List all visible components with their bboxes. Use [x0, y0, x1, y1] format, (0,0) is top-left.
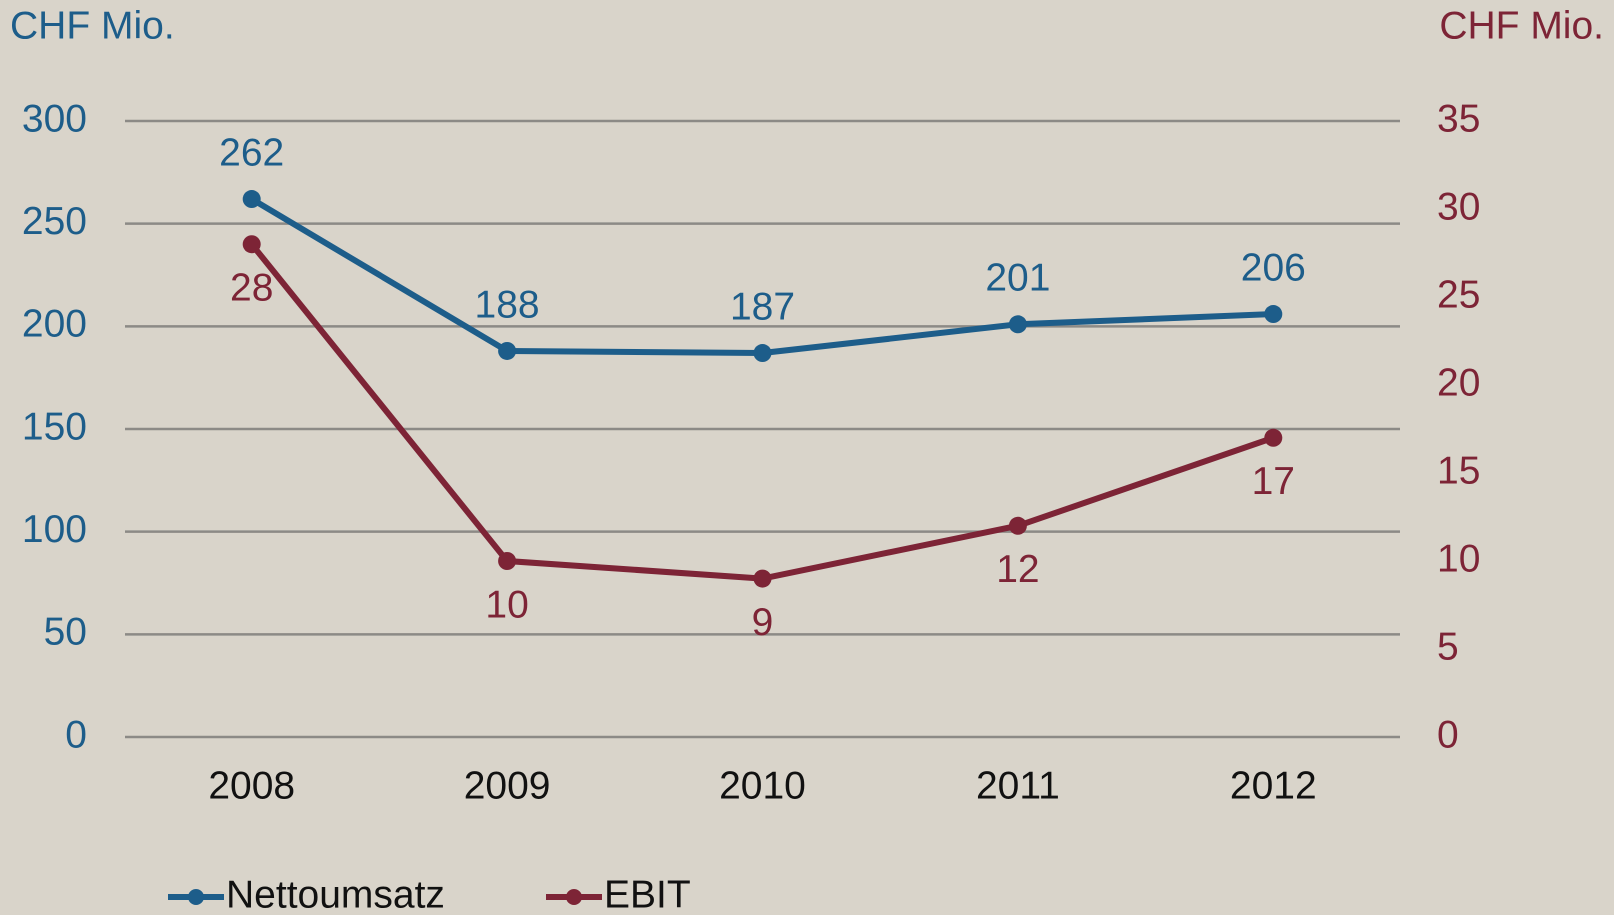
data-point — [1008, 516, 1027, 535]
y2-tick-label: 10 — [1437, 537, 1480, 580]
y2-tick-label: 35 — [1437, 97, 1480, 140]
y2-tick-label: 30 — [1437, 185, 1480, 228]
x-tick-label: 2009 — [464, 764, 551, 807]
data-label: 188 — [475, 283, 540, 326]
data-point — [1264, 428, 1283, 447]
legend-marker — [188, 889, 204, 905]
y-tick-label: 200 — [22, 303, 87, 346]
legend-label: Nettoumsatz — [226, 873, 445, 915]
data-point — [1264, 305, 1283, 324]
y2-tick-label: 25 — [1437, 273, 1480, 316]
y2-tick-label: 0 — [1437, 713, 1459, 756]
x-tick-label: 2011 — [976, 764, 1060, 807]
data-point — [242, 235, 261, 254]
data-point — [498, 552, 517, 570]
y2-tick-label: 20 — [1437, 361, 1480, 404]
y-tick-label: 50 — [44, 611, 87, 654]
data-label: 262 — [219, 131, 284, 174]
data-label: 206 — [1241, 246, 1306, 289]
legend-label: EBIT — [604, 873, 691, 915]
data-point — [242, 190, 261, 209]
x-tick-label: 2010 — [719, 764, 806, 807]
y-axis-label: CHF Mio. — [10, 4, 175, 47]
y-tick-label: 300 — [22, 97, 87, 140]
data-point — [1008, 315, 1027, 334]
data-label: 201 — [985, 257, 1050, 300]
data-label: 187 — [730, 285, 795, 328]
y2-axis-label: CHF Mio. — [1439, 4, 1604, 47]
data-label: 10 — [485, 583, 528, 626]
data-label: 28 — [230, 266, 273, 309]
data-label: 12 — [996, 548, 1039, 591]
data-label: 9 — [752, 601, 774, 644]
x-tick-label: 2008 — [208, 764, 295, 807]
data-label: 17 — [1252, 460, 1295, 503]
data-point — [753, 569, 772, 588]
y2-tick-label: 5 — [1437, 625, 1459, 668]
y-tick-label: 100 — [22, 508, 87, 551]
y-tick-label: 150 — [22, 405, 87, 448]
data-point — [498, 341, 517, 360]
data-point — [753, 344, 772, 363]
legend-marker — [566, 889, 582, 905]
y2-tick-label: 15 — [1437, 449, 1480, 492]
y-tick-label: 0 — [65, 713, 87, 756]
y-tick-label: 250 — [22, 200, 87, 243]
x-tick-label: 2012 — [1230, 764, 1317, 807]
